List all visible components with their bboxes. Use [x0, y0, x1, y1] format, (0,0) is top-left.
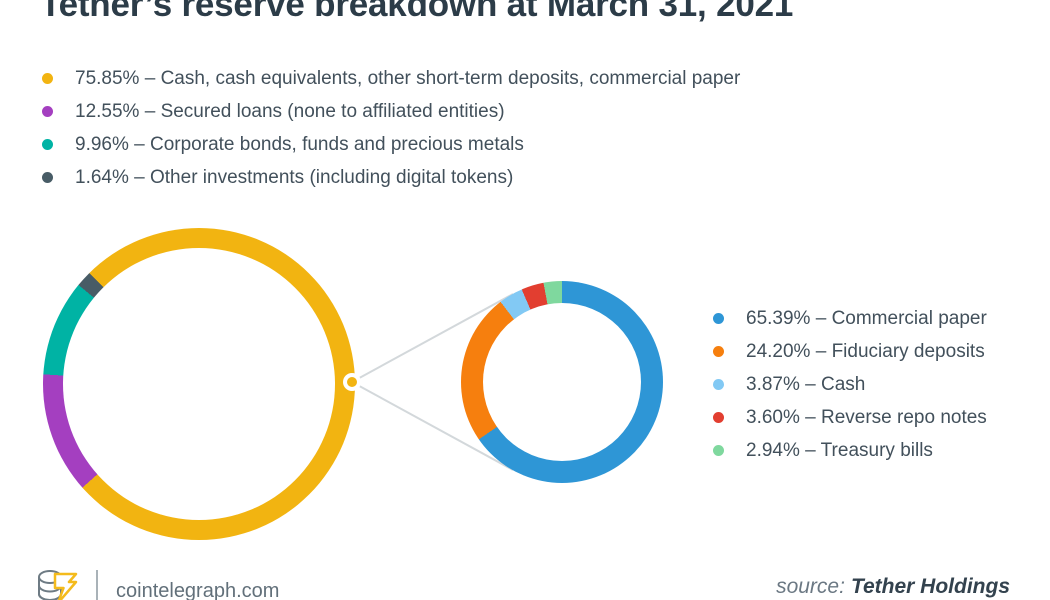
- legend-item: 1.64% – Other investments (including dig…: [42, 161, 740, 194]
- legend-item: 3.87% – Cash: [713, 368, 987, 401]
- detail-legend: 65.39% – Commercial paper 24.20% – Fiduc…: [713, 302, 987, 467]
- legend-item: 65.39% – Commercial paper: [713, 302, 987, 335]
- legend-swatch-icon: [713, 313, 724, 324]
- cointelegraph-logo-icon: [38, 570, 78, 600]
- footer-divider: [96, 570, 98, 600]
- legend-item-label: 2.94% – Treasury bills: [746, 439, 933, 461]
- footer-brand-text: cointelegraph.com: [116, 580, 280, 600]
- legend-swatch-icon: [713, 346, 724, 357]
- main-legend: 75.85% – Cash, cash equivalents, other s…: [42, 62, 740, 194]
- legend-item: 3.60% – Reverse repo notes: [713, 401, 987, 434]
- legend-item: 24.20% – Fiduciary deposits: [713, 335, 987, 368]
- legend-swatch-icon: [42, 139, 53, 150]
- legend-item: 75.85% – Cash, cash equivalents, other s…: [42, 62, 740, 95]
- donut-hole: [483, 303, 641, 461]
- legend-item-label: 75.85% – Cash, cash equivalents, other s…: [75, 67, 741, 89]
- legend-item-label: 1.64% – Other investments (including dig…: [75, 166, 514, 188]
- legend-swatch-icon: [42, 73, 53, 84]
- legend-swatch-icon: [713, 445, 724, 456]
- donut-hole: [63, 248, 335, 520]
- legend-item: 9.96% – Corporate bonds, funds and preci…: [42, 128, 740, 161]
- footer-source: source: Tether Holdings: [776, 575, 1010, 599]
- legend-item-label: 3.60% – Reverse repo notes: [746, 406, 987, 428]
- legend-item: 2.94% – Treasury bills: [713, 434, 987, 467]
- legend-item-label: 3.87% – Cash: [746, 373, 866, 395]
- source-label: source:: [776, 575, 845, 598]
- legend-swatch-icon: [713, 379, 724, 390]
- legend-item-label: 65.39% – Commercial paper: [746, 307, 987, 329]
- donut-chart-cash-breakdown: [461, 281, 663, 483]
- legend-item-label: 9.96% – Corporate bonds, funds and preci…: [75, 133, 524, 155]
- page-title: Tether’s reserve breakdown at March 31, …: [40, 0, 794, 24]
- legend-swatch-icon: [713, 412, 724, 423]
- legend-item-label: 12.55% – Secured loans (none to affiliat…: [75, 100, 505, 122]
- legend-swatch-icon: [42, 172, 53, 183]
- legend-swatch-icon: [42, 106, 53, 117]
- legend-item-label: 24.20% – Fiduciary deposits: [746, 340, 985, 362]
- donut-chart-total-reserves: [43, 228, 355, 540]
- source-value: Tether Holdings: [850, 575, 1010, 598]
- callout-dot-icon: [343, 373, 361, 391]
- legend-item: 12.55% – Secured loans (none to affiliat…: [42, 95, 740, 128]
